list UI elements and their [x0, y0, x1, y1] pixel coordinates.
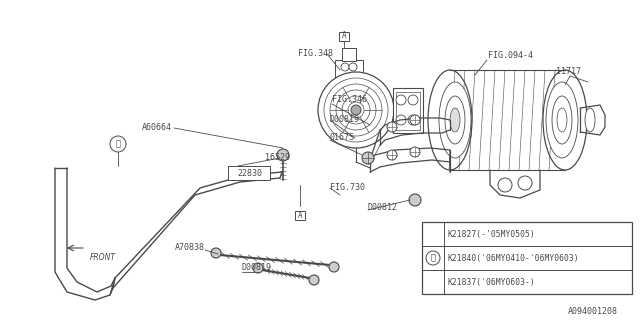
Text: 22830: 22830	[237, 169, 262, 178]
Bar	[335, 60, 363, 80]
Text: D00819: D00819	[242, 263, 272, 273]
Ellipse shape	[342, 96, 370, 124]
Text: FIG.346: FIG.346	[332, 95, 367, 105]
Ellipse shape	[408, 115, 418, 125]
Ellipse shape	[329, 262, 339, 272]
Text: 0167S: 0167S	[330, 133, 355, 142]
Ellipse shape	[543, 70, 587, 170]
Ellipse shape	[557, 108, 567, 132]
Bar	[295, 211, 305, 220]
Ellipse shape	[387, 122, 397, 132]
Text: D00819: D00819	[330, 116, 360, 124]
Ellipse shape	[110, 136, 126, 152]
Text: 11717: 11717	[556, 68, 581, 76]
Ellipse shape	[426, 251, 440, 265]
Text: K21827(-'05MY0505): K21827(-'05MY0505)	[448, 229, 536, 238]
Ellipse shape	[552, 96, 572, 144]
Ellipse shape	[318, 72, 394, 148]
Ellipse shape	[396, 115, 406, 125]
Ellipse shape	[428, 70, 472, 170]
Text: A: A	[298, 211, 302, 220]
Bar	[339, 31, 349, 41]
Bar	[393, 88, 423, 133]
Ellipse shape	[336, 90, 376, 130]
Ellipse shape	[211, 248, 221, 258]
Ellipse shape	[585, 108, 595, 132]
Ellipse shape	[351, 105, 361, 115]
Ellipse shape	[410, 147, 420, 157]
Ellipse shape	[253, 263, 263, 273]
Ellipse shape	[450, 108, 460, 132]
Ellipse shape	[277, 149, 289, 161]
Ellipse shape	[348, 102, 364, 118]
Text: A: A	[342, 31, 346, 41]
Ellipse shape	[349, 63, 357, 71]
Ellipse shape	[362, 152, 374, 164]
Text: K21840('06MY0410-'06MY0603): K21840('06MY0410-'06MY0603)	[448, 253, 580, 262]
Text: FRONT: FRONT	[90, 253, 116, 262]
Text: ①: ①	[115, 140, 120, 148]
Text: A70838: A70838	[175, 244, 205, 252]
Ellipse shape	[387, 150, 397, 160]
Ellipse shape	[409, 194, 421, 206]
Bar	[396, 92, 420, 130]
Ellipse shape	[439, 82, 471, 158]
Ellipse shape	[410, 115, 420, 125]
Bar	[342, 48, 356, 61]
Ellipse shape	[330, 84, 382, 136]
Ellipse shape	[324, 78, 388, 142]
Ellipse shape	[546, 82, 578, 158]
Ellipse shape	[445, 96, 465, 144]
Text: FIG.094-4: FIG.094-4	[488, 52, 533, 60]
Ellipse shape	[518, 176, 532, 190]
Ellipse shape	[309, 275, 319, 285]
Text: D00812: D00812	[368, 204, 398, 212]
Text: A094001208: A094001208	[568, 308, 618, 316]
Text: A60664: A60664	[142, 124, 172, 132]
Text: ①: ①	[431, 253, 435, 262]
Text: FIG.730: FIG.730	[330, 183, 365, 193]
Bar	[422, 222, 632, 294]
Text: 16529: 16529	[265, 154, 290, 163]
Bar	[228, 166, 270, 180]
Ellipse shape	[498, 178, 512, 192]
Ellipse shape	[408, 95, 418, 105]
Ellipse shape	[396, 95, 406, 105]
Ellipse shape	[341, 63, 349, 71]
Text: FIG.348: FIG.348	[298, 50, 333, 59]
Bar	[450, 75, 565, 165]
Text: K21837('06MY0603-): K21837('06MY0603-)	[448, 277, 536, 286]
